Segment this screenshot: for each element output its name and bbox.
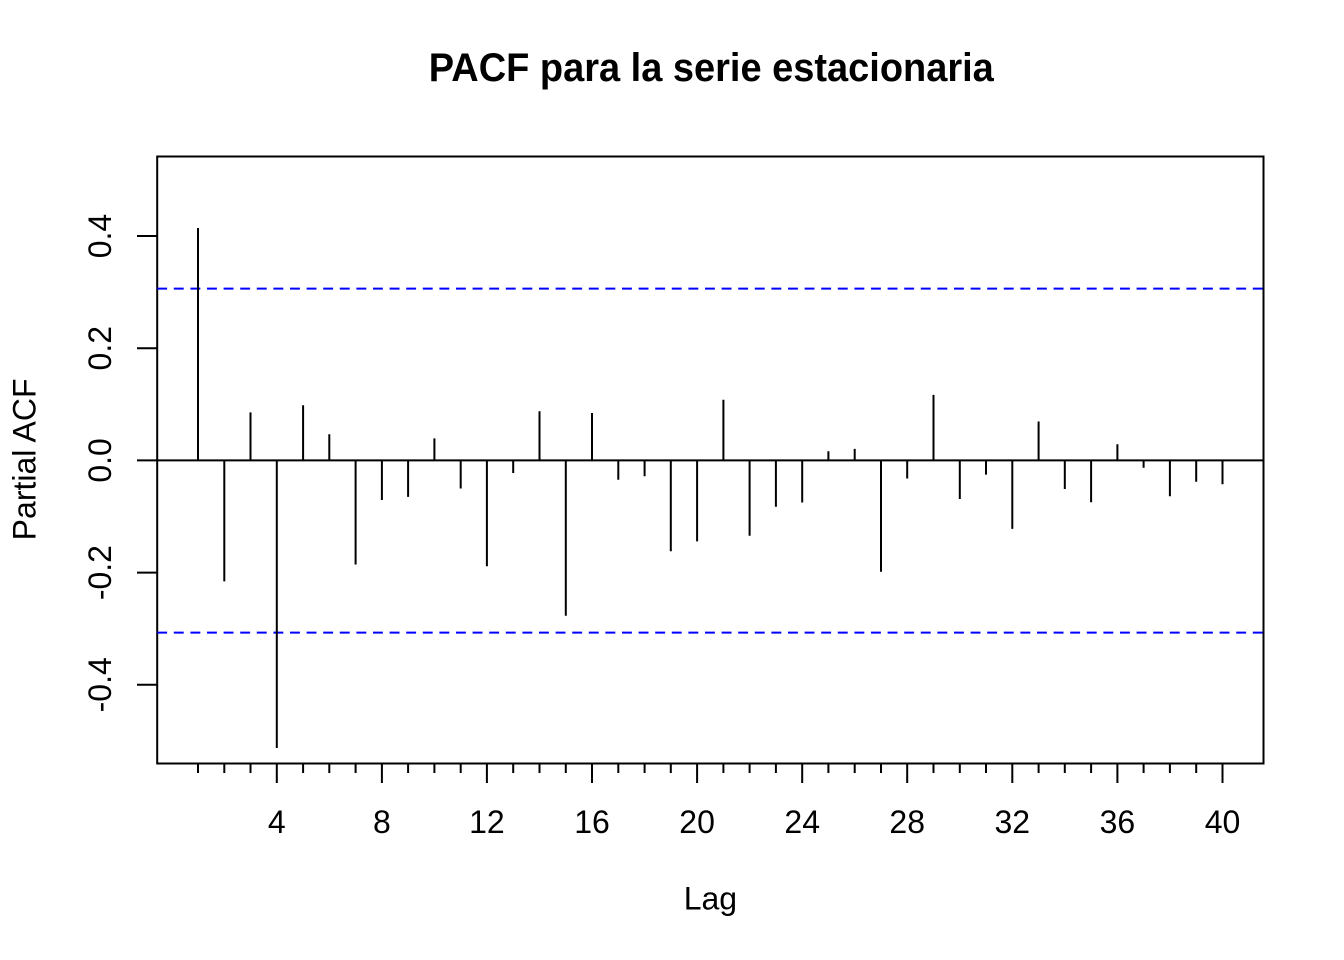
svg-text:12: 12 bbox=[469, 804, 505, 840]
svg-text:-0.4: -0.4 bbox=[82, 657, 118, 712]
svg-text:40: 40 bbox=[1205, 804, 1241, 840]
svg-text:Lag: Lag bbox=[684, 881, 737, 917]
svg-text:4: 4 bbox=[268, 804, 286, 840]
svg-text:0.2: 0.2 bbox=[82, 326, 118, 370]
svg-text:Partial ACF: Partial ACF bbox=[7, 378, 43, 540]
svg-text:8: 8 bbox=[373, 804, 391, 840]
svg-text:0.4: 0.4 bbox=[82, 214, 118, 258]
svg-text:-0.2: -0.2 bbox=[82, 545, 118, 600]
svg-text:36: 36 bbox=[1100, 804, 1136, 840]
svg-text:24: 24 bbox=[784, 804, 820, 840]
svg-text:28: 28 bbox=[889, 804, 925, 840]
svg-text:32: 32 bbox=[995, 804, 1031, 840]
svg-text:0.0: 0.0 bbox=[82, 438, 118, 482]
svg-text:20: 20 bbox=[679, 804, 715, 840]
svg-text:16: 16 bbox=[574, 804, 610, 840]
svg-text:PACF para la serie estacionari: PACF para la serie estacionaria bbox=[429, 46, 995, 90]
